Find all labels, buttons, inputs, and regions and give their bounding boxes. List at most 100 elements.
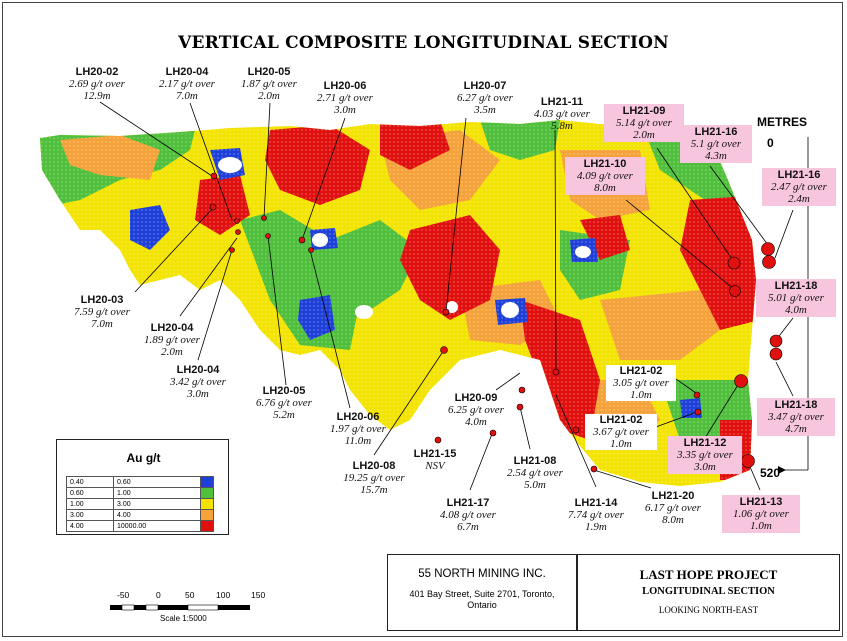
- hole-id: LH20-05: [247, 66, 291, 78]
- hole-id: LH20-08: [352, 460, 396, 472]
- grade-text: 5.01 g/t over: [768, 292, 824, 304]
- marker-lh21-16a: [761, 242, 775, 256]
- company-address-2: Ontario: [467, 600, 497, 610]
- width-text: 7.0m: [91, 318, 113, 330]
- grade-text: 2.17 g/t over: [159, 78, 215, 90]
- metres-bottom-value: 520: [760, 466, 781, 480]
- hole-id: LH21-18: [774, 399, 818, 411]
- width-text: 4.3m: [705, 150, 727, 162]
- label-lh21-20: LH21-20 6.17 g/t over 8.0m: [635, 490, 711, 526]
- legend-lo: 0.40: [66, 476, 114, 488]
- marker-lh21-02b: [694, 408, 702, 416]
- marker-lh21-20: [590, 465, 598, 473]
- grade-text: 6.25 g/t over: [448, 404, 504, 416]
- grade-text: 19.25 g/t over: [343, 472, 405, 484]
- legend-swatch-blue: [200, 476, 214, 488]
- map-title: VERTICAL COMPOSITE LONGITUDINAL SECTION: [178, 33, 669, 53]
- legend-lo: 4.00: [66, 520, 114, 532]
- marker-lh21-10: [729, 285, 741, 297]
- marker-lh21-02a: [693, 391, 701, 399]
- marker-lh21-12: [734, 374, 748, 388]
- hole-id: LH21-16: [694, 126, 738, 138]
- width-text: 6.7m: [457, 521, 479, 533]
- label-lh20-08: LH20-08 19.25 g/t over 15.7m: [332, 460, 416, 496]
- grade-text: 7.59 g/t over: [74, 306, 130, 318]
- legend-hi: 4.00: [113, 509, 201, 521]
- width-text: 4.7m: [785, 423, 807, 435]
- width-text: 3.5m: [474, 104, 496, 116]
- marker-lh20-06b: [308, 247, 314, 253]
- width-text: 2.4m: [788, 193, 810, 205]
- width-text: 7.0m: [176, 90, 198, 102]
- legend-hi: 0.60: [113, 476, 201, 488]
- grade-text: 4.03 g/t over: [534, 108, 590, 120]
- scale-tick: 0: [156, 590, 161, 600]
- marker-lh21-15: [434, 436, 442, 444]
- hole-id: LH20-07: [463, 80, 507, 92]
- legend-lo: 3.00: [66, 509, 114, 521]
- project-subtitle: LONGITUDINAL SECTION: [642, 586, 775, 597]
- label-lh20-06-low: LH20-06 1.97 g/t over 11.0m: [320, 411, 396, 447]
- marker-lh20-05b: [265, 233, 271, 239]
- grade-text: 1.89 g/t over: [144, 334, 200, 346]
- marker-lh20-05: [261, 215, 267, 221]
- scale-tick: 150: [251, 590, 266, 600]
- hole-id: LH20-05: [262, 385, 306, 397]
- legend-row: 4.00 10000.00: [66, 520, 214, 532]
- marker-lh21-11: [552, 368, 560, 376]
- legend-lo: 1.00: [66, 498, 114, 510]
- grade-text: 1.97 g/t over: [330, 423, 386, 435]
- label-lh20-03: LH20-03 7.59 g/t over 7.0m: [66, 294, 138, 330]
- width-text: 1.9m: [585, 521, 607, 533]
- marker-lh21-18a: [769, 334, 783, 348]
- scale-bar-graphic: [110, 604, 250, 611]
- metres-top-value: 0: [767, 136, 774, 150]
- width-text: 4.0m: [785, 304, 807, 316]
- legend-swatch-green: [200, 487, 214, 499]
- hole-id: LH21-14: [574, 497, 618, 509]
- legend-title: Au g/t: [126, 451, 161, 465]
- legend-row: 3.00 4.00: [66, 509, 214, 521]
- scale-tick: 50: [185, 590, 195, 600]
- marker-lh21-13: [741, 454, 755, 468]
- width-text: 3.0m: [334, 104, 356, 116]
- label-lh20-04-low: LH20-04 3.42 g/t over 3.0m: [162, 364, 234, 400]
- width-text: 3.0m: [187, 388, 209, 400]
- company-address-1: 401 Bay Street, Suite 2701, Toronto,: [409, 589, 555, 599]
- width-text: 2.0m: [258, 90, 280, 102]
- grade-text: 2.54 g/t over: [507, 467, 563, 479]
- label-lh21-11: LH21-11 4.03 g/t over 5.8m: [524, 96, 600, 132]
- scale-tick: 100: [216, 590, 231, 600]
- grade-text: 3.47 g/t over: [768, 411, 824, 423]
- scale-text: Scale 1:5000: [160, 614, 207, 623]
- label-lh21-09: LH21-09 5.14 g/t over 2.0m: [604, 104, 684, 142]
- hole-id: LH20-06: [336, 411, 380, 423]
- hole-id: LH21-02: [599, 414, 643, 426]
- intercept-markers: [209, 172, 783, 473]
- hole-id: LH21-15: [413, 448, 457, 460]
- width-text: 5.0m: [524, 479, 546, 491]
- label-lh20-02: LH20-02 2.69 g/t over 12.9m: [62, 66, 132, 102]
- label-lh21-02-low: LH21-02 3.67 g/t over 1.0m: [585, 414, 657, 450]
- label-lh20-05-low: LH20-05 6.76 g/t over 5.2m: [248, 385, 320, 421]
- marker-lh20-02: [210, 172, 218, 180]
- company-block: 55 NORTH MINING INC. 401 Bay Street, Sui…: [387, 554, 577, 631]
- width-text: 2.0m: [633, 129, 655, 141]
- grade-legend: Au g/t 0.40 0.60 0.60 1.00 1.00 3.00 3.0…: [56, 439, 229, 535]
- hole-id: LH20-02: [75, 66, 119, 78]
- width-text: 3.0m: [694, 461, 716, 473]
- marker-lh20-06: [298, 236, 306, 244]
- label-lh20-05-top: LH20-05 1.87 g/t over 2.0m: [234, 66, 304, 102]
- project-view: LOOKING NORTH-EAST: [658, 605, 759, 615]
- hole-id: LH21-11: [540, 96, 584, 108]
- grade-text: 1.06 g/t over: [733, 508, 789, 520]
- width-text: 1.0m: [610, 438, 632, 450]
- width-text: 1.0m: [630, 389, 652, 401]
- label-lh21-18-low: LH21-18 3.47 g/t over 4.7m: [757, 398, 835, 436]
- grade-text: 3.42 g/t over: [170, 376, 226, 388]
- legend-row: 1.00 3.00: [66, 498, 214, 510]
- grade-text: 3.35 g/t over: [677, 449, 733, 461]
- hole-id: LH20-09: [454, 392, 498, 404]
- width-text: 8.0m: [662, 514, 684, 526]
- label-lh20-04-top: LH20-04 2.17 g/t over 7.0m: [152, 66, 222, 102]
